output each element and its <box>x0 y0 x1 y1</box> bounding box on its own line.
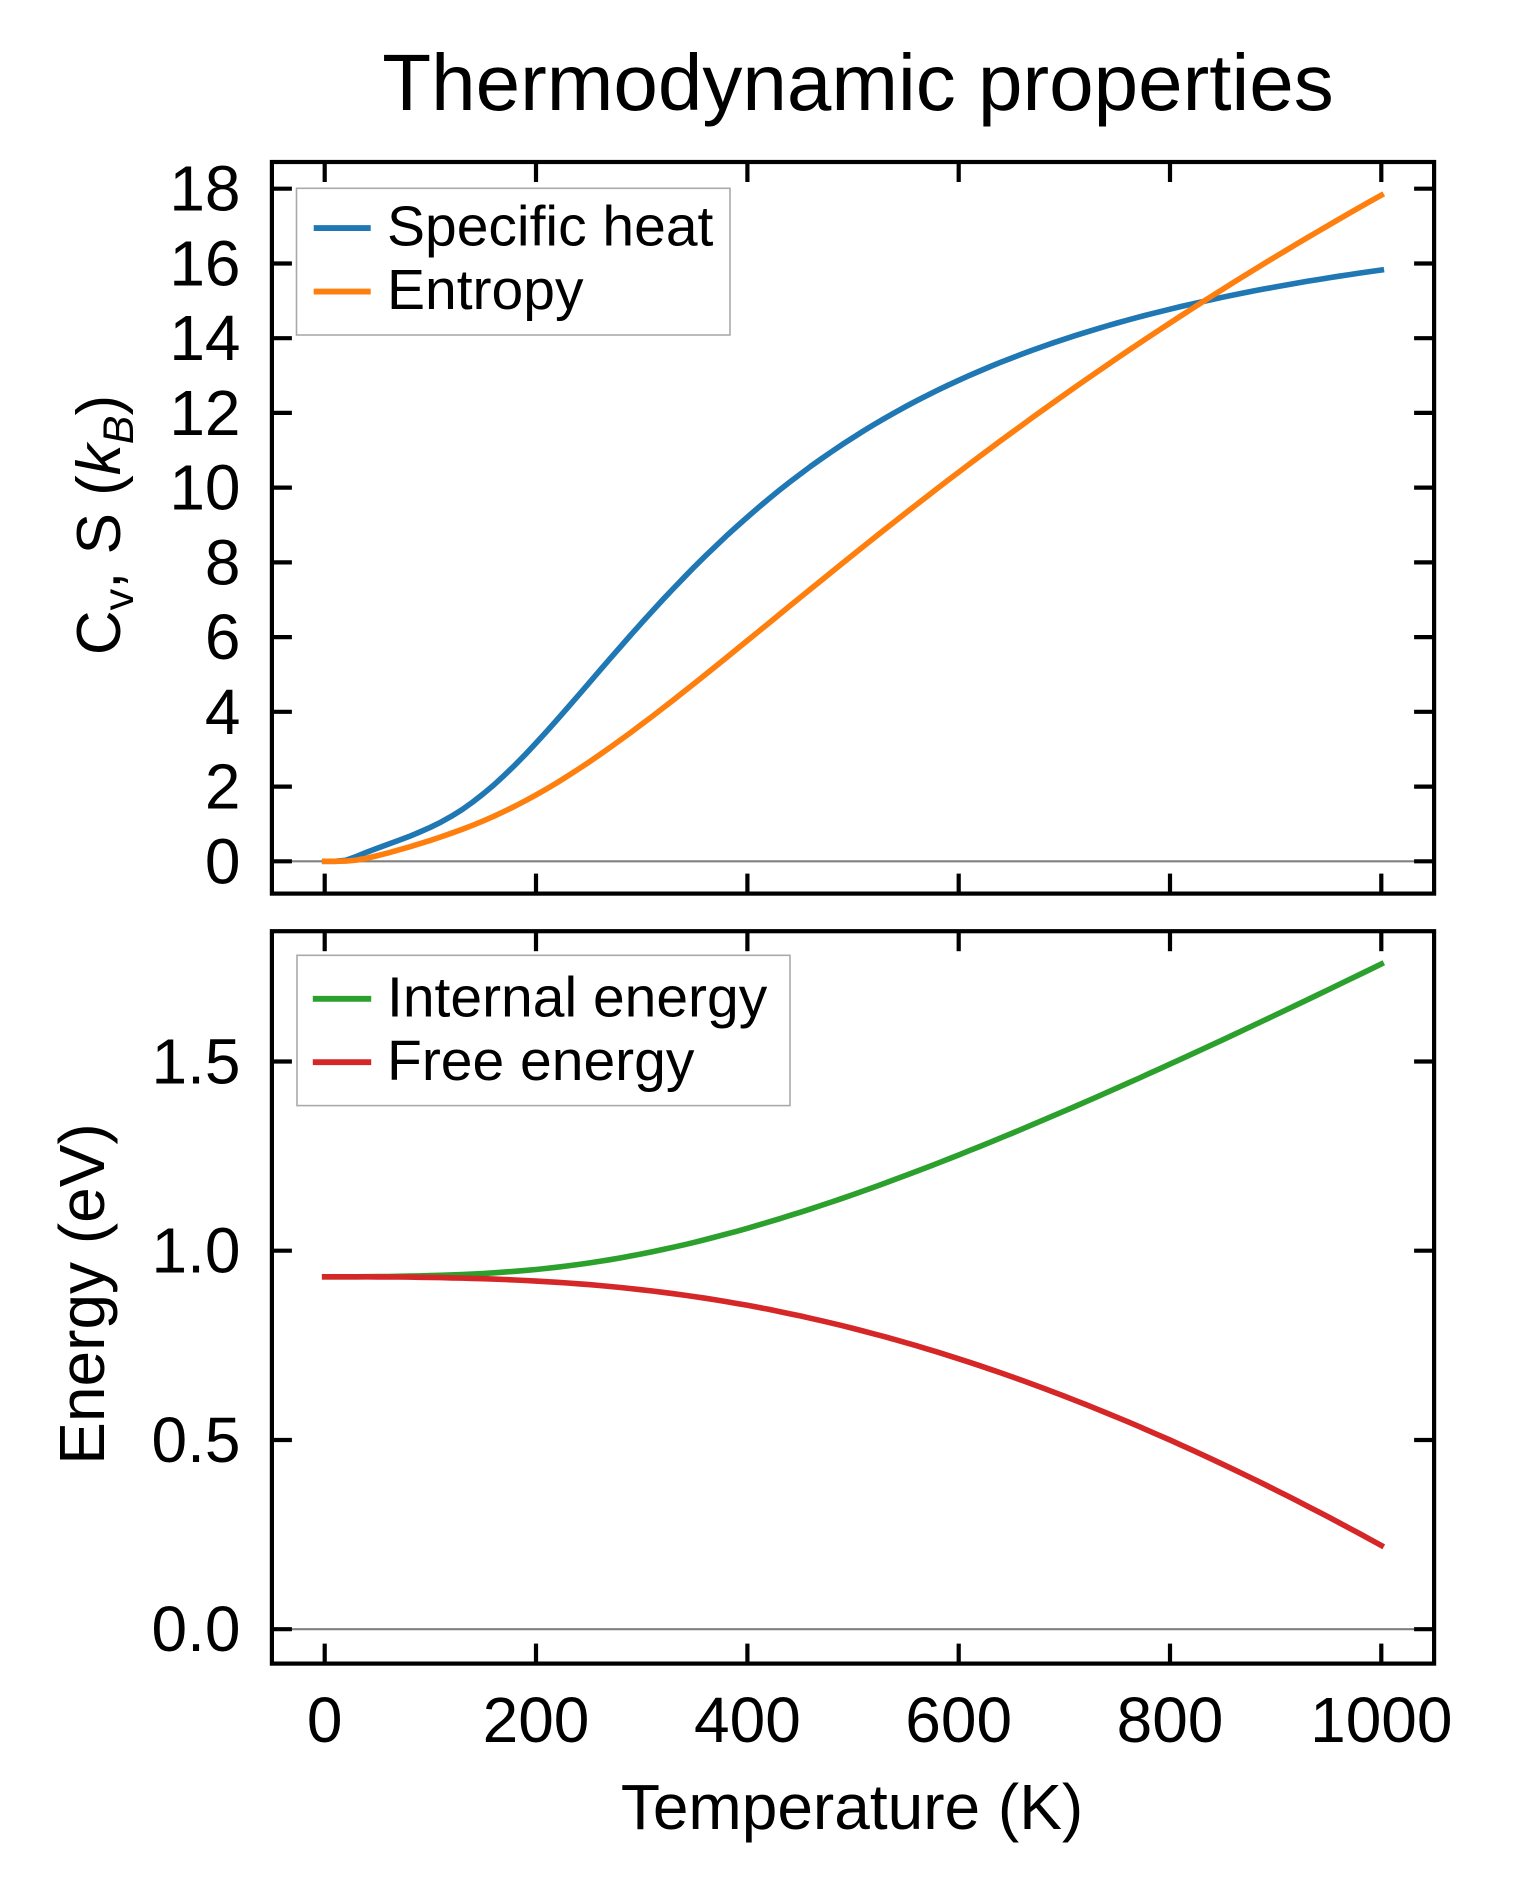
svg-text:18: 18 <box>169 153 240 225</box>
svg-text:800: 800 <box>1117 1684 1224 1756</box>
svg-text:600: 600 <box>905 1684 1012 1756</box>
svg-text:0.5: 0.5 <box>152 1404 241 1476</box>
svg-text:1.0: 1.0 <box>152 1215 241 1287</box>
svg-text:12: 12 <box>169 377 240 449</box>
svg-text:Thermodynamic properties: Thermodynamic properties <box>382 38 1333 127</box>
svg-text:1000: 1000 <box>1310 1684 1452 1756</box>
svg-text:Entropy: Entropy <box>387 258 584 322</box>
svg-text:200: 200 <box>483 1684 590 1756</box>
svg-text:Temperature (K): Temperature (K) <box>621 1771 1083 1843</box>
svg-text:Energy (eV): Energy (eV) <box>46 1123 118 1464</box>
svg-text:4: 4 <box>205 676 241 748</box>
svg-text:10: 10 <box>169 452 240 524</box>
svg-text:6: 6 <box>205 601 241 673</box>
svg-text:8: 8 <box>205 526 241 598</box>
svg-text:Specific heat: Specific heat <box>387 195 714 259</box>
svg-text:14: 14 <box>169 302 240 374</box>
svg-text:2: 2 <box>205 751 241 823</box>
svg-text:0: 0 <box>307 1684 343 1756</box>
svg-text:Internal energy: Internal energy <box>387 966 768 1030</box>
svg-text:400: 400 <box>694 1684 801 1756</box>
svg-text:0: 0 <box>205 825 241 897</box>
svg-text:16: 16 <box>169 228 240 300</box>
svg-text:Free energy: Free energy <box>387 1029 695 1093</box>
svg-text:0.0: 0.0 <box>152 1593 241 1665</box>
svg-text:1.5: 1.5 <box>152 1026 241 1098</box>
